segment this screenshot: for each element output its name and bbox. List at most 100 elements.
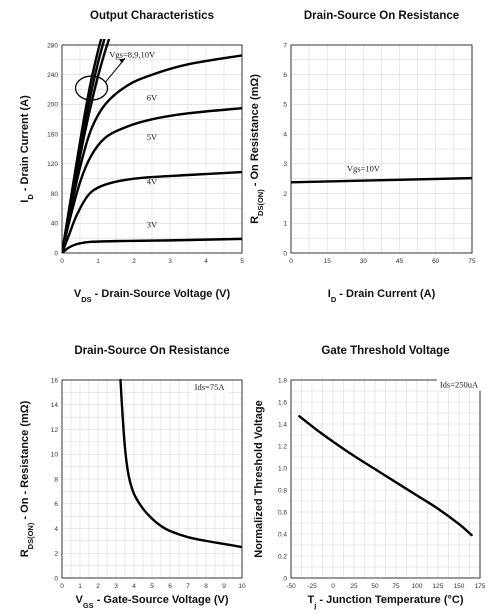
y-tick-label: 8 bbox=[54, 476, 58, 483]
chart-title: Gate Threshold Voltage bbox=[321, 345, 449, 357]
callout-arrowhead bbox=[119, 58, 125, 64]
y-tick-label: 0 bbox=[283, 575, 287, 582]
x-tick-label: 25 bbox=[350, 583, 358, 590]
series-line-4 bbox=[62, 54, 242, 253]
x-tick-label: 0 bbox=[331, 583, 335, 590]
annotation-label: Vgs=8,9,10V bbox=[109, 50, 156, 60]
label-part: Normalized Threshold Voltage bbox=[253, 400, 265, 558]
x-axis-label: ID - Drain Current (A) bbox=[328, 288, 436, 304]
x-tick-label: 6 bbox=[168, 583, 172, 590]
y-axis-label: RDS(ON) - On Resistance (mΩ) bbox=[249, 74, 265, 224]
annotation-label: Ids=75A bbox=[195, 382, 226, 392]
y-axis-label: ID - Drain Current (A) bbox=[19, 95, 35, 203]
label-part: I bbox=[328, 288, 331, 300]
y-tick-label: 0 bbox=[54, 575, 58, 582]
label-part: V bbox=[74, 288, 82, 300]
y-tick-label: 120 bbox=[47, 161, 58, 168]
label-part: D bbox=[331, 295, 337, 304]
label-part: I bbox=[19, 200, 31, 203]
y-tick-label: 2 bbox=[283, 191, 287, 198]
label-part: V bbox=[75, 594, 83, 606]
y-tick-label: 280 bbox=[47, 42, 58, 49]
series-line-6 bbox=[62, 170, 242, 253]
label-part: R bbox=[249, 216, 261, 224]
label-part: j bbox=[313, 601, 316, 610]
y-tick-label: 1.8 bbox=[278, 377, 287, 384]
series-line-1 bbox=[291, 176, 472, 184]
y-tick-label: 0 bbox=[54, 250, 58, 257]
annotation-label: Vgs=10V bbox=[347, 163, 381, 173]
label-part: DS bbox=[81, 295, 91, 304]
x-tick-label: 1 bbox=[96, 258, 100, 265]
y-tick-label: 6 bbox=[283, 72, 287, 79]
series-line-1 bbox=[119, 378, 242, 549]
label-part: D bbox=[26, 194, 35, 200]
y-tick-label: 1.6 bbox=[278, 399, 287, 406]
label-part: - Drain Current (A) bbox=[336, 288, 435, 300]
y-tick-label: 1.2 bbox=[278, 443, 287, 450]
y-tick-label: 1.0 bbox=[278, 465, 287, 472]
x-tick-label: 0 bbox=[60, 258, 64, 265]
label-part: T bbox=[307, 594, 314, 606]
plot-frame bbox=[61, 379, 243, 579]
chart-title: Output Characteristics bbox=[90, 10, 214, 22]
plot-frame bbox=[290, 44, 473, 254]
x-tick-label: 7 bbox=[186, 583, 190, 590]
y-tick-label: 14 bbox=[51, 402, 59, 409]
plot-frame bbox=[61, 44, 243, 254]
y-axis-label: RDS(ON) - On - Resistance (mΩ) bbox=[19, 400, 35, 557]
plot-frame bbox=[290, 379, 481, 579]
series-group bbox=[298, 415, 473, 537]
y-tick-label: 40 bbox=[51, 221, 59, 228]
x-tick-label: 5 bbox=[240, 258, 244, 265]
x-tick-label: -50 bbox=[286, 583, 296, 590]
x-tick-label: 1 bbox=[78, 583, 82, 590]
annotation-box bbox=[436, 378, 483, 391]
x-tick-label: 9 bbox=[222, 583, 226, 590]
grid bbox=[290, 44, 473, 254]
y-tick-label: 5 bbox=[283, 102, 287, 109]
y-tick-label: 0.6 bbox=[278, 509, 287, 516]
y-tick-label: 1.4 bbox=[278, 421, 287, 428]
series-line-7 bbox=[62, 237, 242, 253]
y-tick-label: 6 bbox=[54, 501, 58, 508]
y-tick-label: 200 bbox=[47, 102, 58, 109]
y-tick-label: 0 bbox=[283, 250, 287, 257]
label-part: DS(ON) bbox=[26, 522, 35, 549]
label-part: DS(ON) bbox=[256, 189, 265, 216]
grid bbox=[290, 379, 481, 579]
annotation-label: 3V bbox=[147, 220, 158, 230]
y-tick-label: 4 bbox=[54, 526, 58, 533]
callout-ellipse bbox=[74, 75, 109, 101]
y-tick-label: 3 bbox=[283, 161, 287, 168]
x-tick-label: 100 bbox=[412, 583, 423, 590]
x-tick-label: 75 bbox=[392, 583, 400, 590]
label-part: - Gate-Source Voltage (V) bbox=[94, 594, 229, 606]
x-axis-label: VDS - Drain-Source Voltage (V) bbox=[74, 288, 231, 304]
label-part: R bbox=[19, 549, 31, 557]
x-tick-label: 50 bbox=[371, 583, 379, 590]
y-tick-label: 0.8 bbox=[278, 487, 287, 494]
label-part: - Junction Temperature (°C) bbox=[316, 594, 464, 606]
annotation-label: 6V bbox=[147, 93, 158, 103]
x-tick-label: 75 bbox=[468, 258, 476, 265]
x-tick-label: 15 bbox=[324, 258, 332, 265]
label-part: - On Resistance (mΩ) bbox=[249, 74, 261, 190]
x-tick-label: 3 bbox=[114, 583, 118, 590]
series-line-5 bbox=[62, 106, 242, 253]
annotation-box bbox=[191, 380, 229, 393]
x-tick-label: 30 bbox=[360, 258, 368, 265]
annotation-label: 5V bbox=[147, 132, 158, 142]
x-tick-label: 45 bbox=[396, 258, 404, 265]
x-tick-label: 175 bbox=[475, 583, 486, 590]
y-tick-label: 160 bbox=[47, 131, 58, 138]
y-axis-label: Normalized Threshold Voltage bbox=[253, 400, 265, 558]
x-tick-label: 2 bbox=[132, 258, 136, 265]
series-group bbox=[62, 39, 242, 253]
y-tick-label: 10 bbox=[51, 452, 59, 459]
x-tick-label: 0 bbox=[60, 583, 64, 590]
x-tick-label: 3 bbox=[168, 258, 172, 265]
